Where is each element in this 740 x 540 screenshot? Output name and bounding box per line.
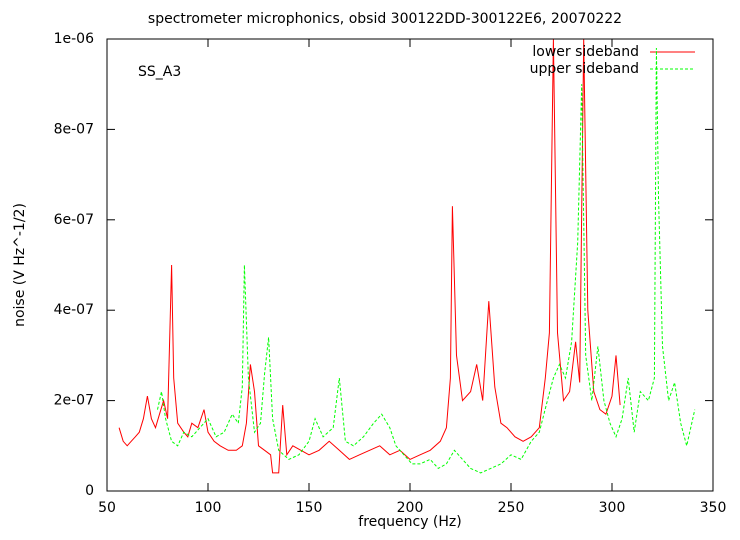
y-tick-label: 8e-07 [54, 121, 94, 137]
x-tick-label: 100 [195, 500, 222, 516]
x-tick-label: 200 [397, 500, 424, 516]
y-tick-label: 2e-07 [54, 393, 94, 409]
x-tick-label: 350 [700, 500, 727, 516]
series-line [157, 47, 696, 474]
annotation: SS_A3 [138, 64, 181, 80]
y-tick-label: 6e-07 [54, 212, 94, 228]
x-tick-label: 50 [98, 500, 116, 516]
chart-title: spectrometer microphonics, obsid 300122D… [148, 11, 622, 27]
legend-label: lower sideband [532, 44, 639, 60]
plot-frame [106, 38, 714, 492]
series-line [118, 38, 621, 474]
y-tick-label: 4e-07 [54, 302, 94, 318]
y-axis-label: noise (V Hz^-1/2) [12, 203, 28, 327]
y-tick-label: 1e-06 [54, 31, 94, 47]
x-tick-label: 300 [599, 500, 626, 516]
x-tick-label: 150 [296, 500, 323, 516]
legend-label: upper sideband [530, 61, 639, 77]
y-tick-label: 0 [85, 483, 94, 499]
x-axis-label: frequency (Hz) [358, 514, 461, 530]
x-tick-label: 250 [498, 500, 525, 516]
